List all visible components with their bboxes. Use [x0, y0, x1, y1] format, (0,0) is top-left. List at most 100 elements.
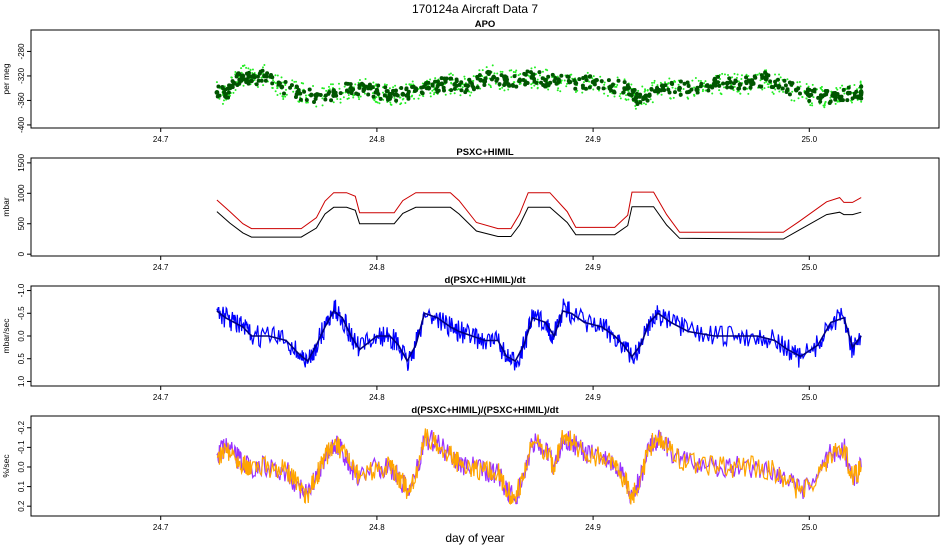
data-point-texture: [236, 80, 239, 83]
y-tick-label: 0.1: [17, 480, 26, 492]
data-point-texture: [342, 96, 345, 99]
data-point-texture: [790, 99, 793, 102]
data-point-texture: [704, 89, 707, 92]
data-point-texture: [417, 97, 420, 100]
data-point-texture: [464, 87, 469, 92]
plot-frame: [30, 29, 940, 129]
plot-area: [216, 428, 862, 505]
data-point-texture: [512, 70, 515, 73]
data-point-texture: [671, 86, 674, 89]
data-point-texture: [432, 93, 435, 96]
data-point-texture: [399, 86, 404, 91]
data-point-texture: [582, 81, 585, 84]
data-point-texture: [276, 86, 279, 89]
data-point-texture: [318, 93, 323, 98]
data-point-texture: [489, 84, 492, 87]
data-point-texture: [687, 97, 690, 100]
data-point-texture: [850, 99, 853, 102]
data-point-texture: [630, 83, 633, 86]
data-point-texture: [457, 82, 462, 87]
data-point: [776, 83, 782, 89]
data-point-texture: [557, 87, 560, 90]
data-point-texture: [587, 74, 592, 79]
data-point-texture: [413, 97, 416, 100]
data-point-texture: [779, 76, 782, 79]
data-point-texture: [609, 83, 614, 88]
data-point-texture: [818, 99, 823, 104]
data-point-texture: [483, 76, 488, 81]
y-tick-label: 0: [17, 251, 26, 256]
data-point: [491, 74, 497, 80]
data-point-texture: [321, 104, 324, 107]
data-point-texture: [329, 98, 334, 103]
panel-title: PSXC+HIMIL: [456, 147, 513, 158]
data-point-texture: [659, 81, 662, 84]
data-point-texture: [356, 92, 361, 97]
data-point-texture: [799, 85, 802, 88]
data-point-texture: [274, 90, 277, 93]
data-point-texture: [839, 86, 842, 89]
data-point-texture: [489, 86, 492, 89]
data-point-texture: [384, 89, 389, 94]
data-point-texture: [443, 79, 448, 84]
data-point-texture: [767, 83, 770, 86]
data-point-texture: [663, 83, 668, 88]
data-point-texture: [649, 98, 652, 101]
plot-frame: [30, 157, 940, 257]
data-point-texture: [764, 72, 769, 77]
data-point-texture: [666, 82, 669, 85]
data-point-texture: [702, 88, 705, 91]
plot-area: [216, 298, 862, 371]
data-point-texture: [482, 82, 487, 87]
data-point-texture: [508, 69, 511, 72]
y-tick-label: 0.2: [17, 500, 26, 512]
data-point-texture: [647, 92, 652, 97]
data-point-texture: [470, 91, 473, 94]
data-point-texture: [232, 91, 235, 94]
data-point-texture: [323, 97, 328, 102]
data-point-texture: [229, 83, 234, 88]
data-point-texture: [322, 87, 325, 90]
data-point-texture: [222, 99, 225, 102]
data-point-texture: [776, 77, 781, 82]
panels: APO per meg -400 -360 -320 -280 24.7 24.8 24.9 25…: [1, 19, 940, 532]
data-point-texture: [778, 73, 781, 76]
data-point-texture: [836, 88, 839, 91]
data-point-texture: [392, 86, 395, 89]
data-point-texture: [609, 88, 614, 93]
data-point-texture: [717, 83, 722, 88]
data-point-texture: [583, 74, 588, 79]
data-point-texture: [625, 94, 628, 97]
data-point-texture: [805, 97, 808, 100]
data-point-texture: [433, 79, 438, 84]
data-point-texture: [574, 90, 577, 93]
data-point-texture: [843, 92, 846, 95]
data-point-texture: [373, 99, 376, 102]
data-point-texture: [381, 91, 384, 94]
data-point-texture: [745, 73, 748, 76]
data-point-texture: [534, 80, 539, 85]
data-point-texture: [338, 91, 343, 96]
data-point-texture: [394, 84, 397, 87]
data-point-texture: [512, 74, 517, 79]
data-point-texture: [256, 78, 261, 83]
data-point-texture: [358, 98, 361, 101]
data-point-texture: [805, 83, 808, 86]
data-point-texture: [786, 78, 789, 81]
data-point-texture: [528, 70, 533, 75]
data-point-texture: [699, 79, 702, 82]
data-point-texture: [336, 97, 339, 100]
series-line: [216, 428, 862, 505]
data-point-texture: [242, 77, 247, 82]
data-point-texture: [694, 77, 697, 80]
data-point-texture: [674, 87, 677, 90]
plot-frame: [30, 415, 940, 517]
panel-2: PSXC+HIMIL mbar 0 500 1000 1500 24.7 24.8 24.9 25…: [1, 147, 940, 272]
data-point-texture: [601, 86, 606, 91]
data-point: [240, 73, 246, 79]
data-point-texture: [751, 81, 756, 86]
data-point-texture: [651, 101, 654, 104]
data-point-texture: [502, 82, 507, 87]
data-point-texture: [255, 74, 260, 79]
data-point-texture: [823, 104, 826, 107]
